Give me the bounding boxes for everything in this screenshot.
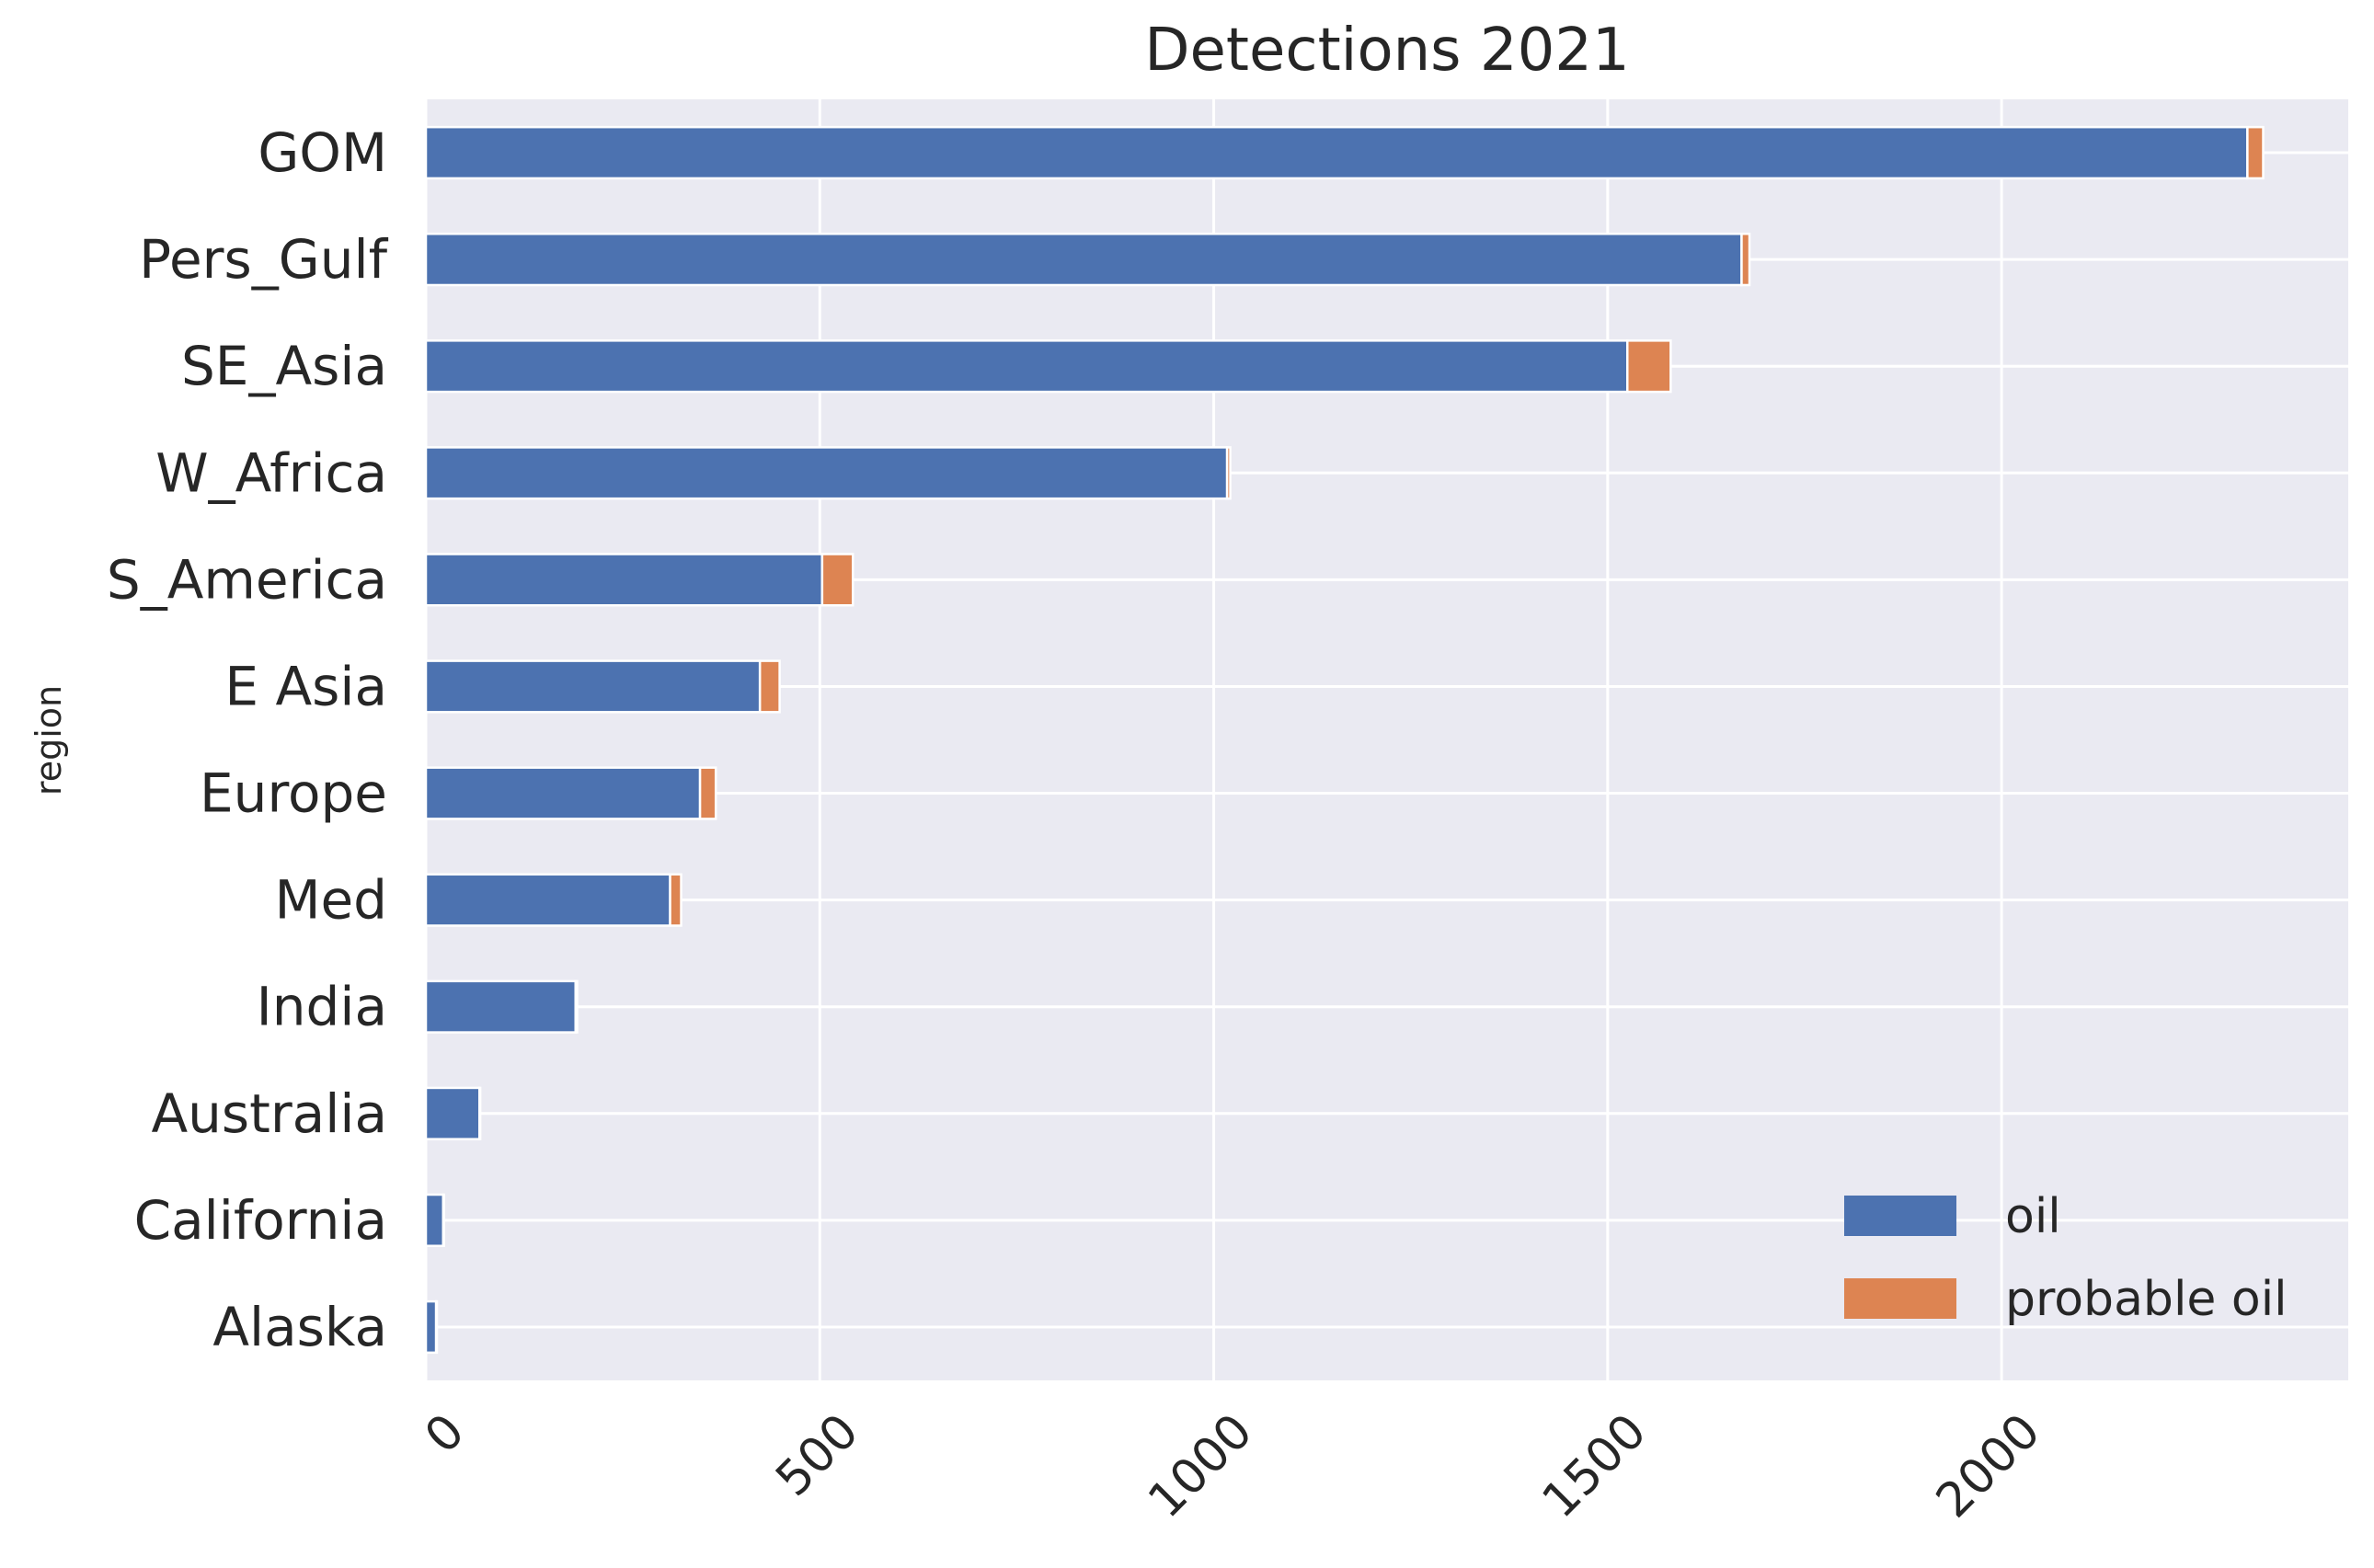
- y-tick-label: SE_Asia: [181, 335, 387, 397]
- legend-swatch-oil: [1844, 1196, 1956, 1236]
- y-tick-label: Europe: [200, 762, 387, 825]
- x-tick-label: 500: [765, 1403, 869, 1507]
- bar-probable-oil-california: [442, 1193, 445, 1247]
- y-tick-label: S_America: [107, 548, 387, 611]
- bar-probable-oil-s-america: [820, 553, 854, 607]
- bar-probable-oil-gom: [2246, 125, 2265, 180]
- legend-label-oil: oil: [2005, 1189, 2061, 1244]
- bar-probable-oil-india: [574, 979, 579, 1034]
- y-tick-label: W_Africa: [155, 441, 387, 504]
- y-tick-label: Alaska: [212, 1296, 387, 1358]
- legend-swatch-probable-oil: [1844, 1278, 1956, 1319]
- bar-probable-oil-med: [669, 873, 682, 927]
- chart-title: Detections 2021: [1144, 17, 1629, 85]
- x-tick-label: 0: [415, 1403, 476, 1464]
- bar-oil-w-africa: [424, 446, 1229, 500]
- y-tick-label: California: [134, 1189, 387, 1252]
- legend-label-probable-oil: probable oil: [2005, 1272, 2288, 1327]
- bar-oil-europe: [424, 766, 702, 820]
- bar-probable-oil-australia: [477, 1086, 482, 1140]
- bar-probable-oil-europe: [698, 766, 717, 820]
- bar-probable-oil-w-africa: [1225, 446, 1232, 500]
- y-tick-label: GOM: [258, 121, 387, 184]
- bars: [424, 125, 2265, 1355]
- x-tick-label: 1500: [1532, 1403, 1657, 1528]
- y-axis-label: region: [29, 685, 69, 795]
- bar-oil-australia: [424, 1086, 481, 1140]
- bar-oil-india: [424, 979, 577, 1034]
- bar-oil-s-america: [424, 553, 824, 607]
- y-tick-label: India: [257, 976, 387, 1038]
- bar-oil-se-asia: [424, 339, 1629, 394]
- bar-probable-oil-alaska: [434, 1299, 439, 1355]
- bar-oil-pers-gulf: [424, 233, 1743, 287]
- y-tick-label: Med: [274, 869, 387, 932]
- x-tick-label: 2000: [1926, 1403, 2051, 1528]
- y-tick-label: Australia: [151, 1082, 387, 1145]
- plot-area: [426, 99, 2348, 1380]
- bar-oil-california: [424, 1193, 445, 1247]
- x-tick-labels: 0 500 1000 1500 2000: [415, 1403, 2051, 1528]
- bar-oil-med: [424, 873, 671, 927]
- y-tick-label: E Asia: [224, 655, 387, 717]
- legend: oil probable oil: [1844, 1189, 2288, 1327]
- bar-oil-alaska: [424, 1299, 438, 1355]
- bar-oil-gom: [424, 125, 2249, 180]
- y-tick-labels: GOM Pers_Gulf SE_Asia W_Africa S_America E As…: [107, 121, 389, 1358]
- bar-probable-oil-pers-gulf: [1740, 233, 1751, 287]
- bar-probable-oil-se-asia: [1626, 339, 1672, 394]
- y-tick-label: Pers_Gulf: [139, 228, 388, 291]
- bar-oil-e-asia: [424, 659, 762, 714]
- x-tick-label: 1000: [1138, 1403, 1263, 1528]
- bar-probable-oil-e-asia: [758, 659, 781, 714]
